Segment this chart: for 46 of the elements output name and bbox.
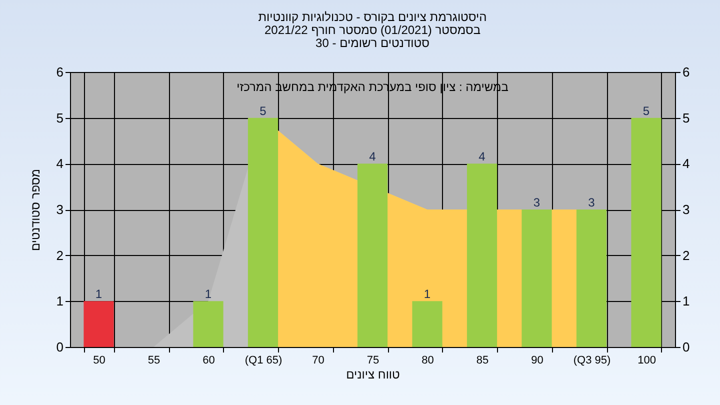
x-tick-label: 85: [476, 354, 489, 366]
bar: [84, 301, 114, 347]
y2-tick-label: 3: [682, 202, 690, 217]
y-tick-label: 0: [56, 340, 64, 354]
y-axis-title: מספר סטודנטים: [28, 168, 42, 252]
y-tick-label: 3: [56, 202, 64, 217]
y2-tick-label: 0: [682, 340, 690, 354]
y-tick-label: 5: [56, 110, 64, 126]
x-tick-label: 100: [638, 354, 656, 366]
y2-tick-label: 5: [682, 110, 690, 126]
y-tick-label: 4: [56, 156, 64, 172]
bar: [357, 164, 388, 347]
data-label: 1: [95, 287, 102, 302]
bar: [193, 301, 224, 347]
x-tick-label: 90: [531, 354, 544, 366]
data-label: 5: [260, 104, 267, 118]
chart-title: היסטוגרמת ציונים בקורס - טכנולוגיות קוונטיות בסמסטר (01/2021) סמסטר חורף 2021/22 סטודנטים רשומים - 30: [258, 10, 487, 50]
y2-tick-label: 6: [682, 64, 690, 80]
x-tick-label: 55: [148, 354, 160, 366]
y-tick-label: 1: [56, 294, 64, 309]
bar: [466, 164, 498, 347]
data-label: 4: [369, 150, 376, 164]
y-tick-label: 2: [56, 248, 64, 263]
y2-tick-label: 2: [682, 248, 690, 263]
bar: [631, 118, 662, 347]
x-tick-label: (Q1 65): [244, 354, 282, 366]
bar: [248, 118, 278, 347]
data-label: 3: [588, 196, 596, 210]
y-tick-label: 6: [56, 64, 64, 80]
data-label: 5: [642, 104, 650, 118]
x-tick-label: 75: [366, 354, 380, 366]
data-label: 3: [533, 196, 540, 210]
data-label: 4: [478, 150, 486, 164]
x-tick-label: 80: [422, 354, 434, 366]
bar: [522, 210, 552, 347]
x-tick-label: 60: [202, 354, 215, 366]
y2-tick-label: 1: [682, 294, 690, 309]
x-tick-label: (Q3 95): [573, 354, 611, 366]
bar: [412, 301, 442, 347]
x-axis-title: טווח ציונים: [346, 368, 400, 382]
y2-tick-label: 4: [682, 156, 690, 172]
x-tick-label: 50: [93, 354, 106, 366]
x-tick-label: 70: [312, 354, 324, 366]
data-label: 1: [424, 287, 431, 302]
data-label: 1: [204, 287, 212, 302]
bar: [576, 210, 607, 347]
